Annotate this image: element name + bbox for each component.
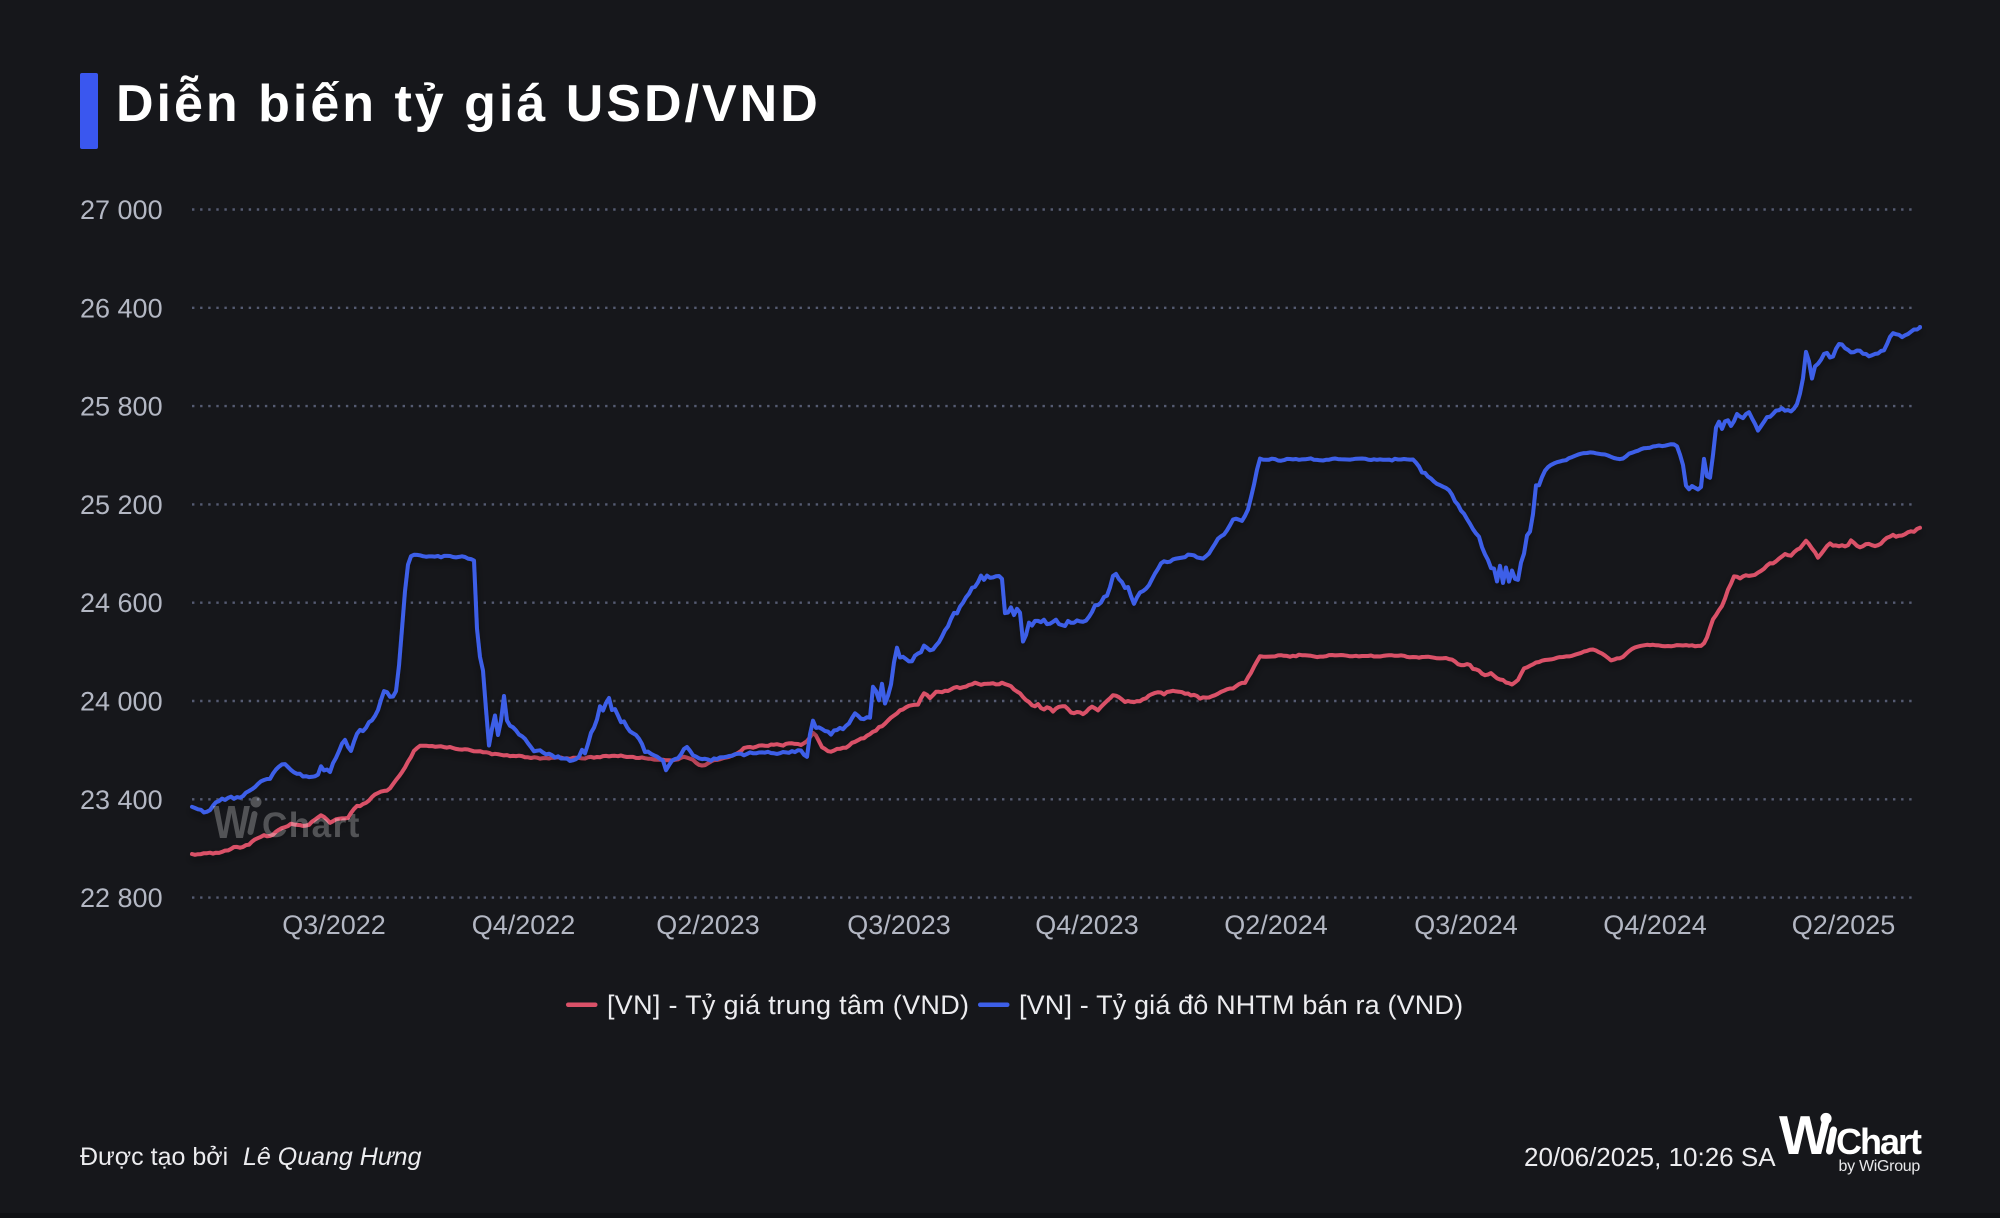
svg-text:by WiGroup: by WiGroup — [1839, 1158, 1921, 1175]
svg-text:24 000: 24 000 — [80, 687, 163, 717]
svg-text:[VN] - Tỷ giá đô NHTM bán ra (: [VN] - Tỷ giá đô NHTM bán ra (VND) — [1019, 990, 1463, 1020]
svg-text:24 600: 24 600 — [80, 588, 163, 618]
svg-text:Diễn biến tỷ giá USD/VND: Diễn biến tỷ giá USD/VND — [116, 75, 821, 133]
svg-text:Q2/2024: Q2/2024 — [1224, 910, 1328, 940]
svg-text:Q3/2024: Q3/2024 — [1414, 910, 1518, 940]
svg-text:25 200: 25 200 — [80, 490, 163, 520]
svg-text:Chart: Chart — [1836, 1121, 1922, 1162]
svg-text:20/06/2025, 10:26 SA: 20/06/2025, 10:26 SA — [1524, 1142, 1776, 1172]
svg-text:27 000: 27 000 — [80, 195, 163, 225]
svg-text:Q2/2025: Q2/2025 — [1792, 910, 1896, 940]
svg-text:Q3/2022: Q3/2022 — [282, 910, 386, 940]
svg-text:Lê Quang Hưng: Lê Quang Hưng — [243, 1143, 422, 1171]
svg-text:[VN] - Tỷ giá trung tâm (VND): [VN] - Tỷ giá trung tâm (VND) — [607, 990, 969, 1020]
svg-text:Q4/2022: Q4/2022 — [472, 910, 576, 940]
svg-text:25 800: 25 800 — [80, 392, 163, 422]
svg-text:Chart: Chart — [262, 806, 361, 845]
svg-text:Q3/2023: Q3/2023 — [847, 910, 951, 940]
svg-text:Được tạo bởi: Được tạo bởi — [80, 1143, 228, 1171]
svg-text:22 800: 22 800 — [80, 883, 163, 913]
svg-text:W: W — [213, 797, 251, 849]
svg-text:26 400: 26 400 — [80, 293, 163, 323]
svg-text:W: W — [1779, 1104, 1831, 1166]
svg-text:Q4/2024: Q4/2024 — [1603, 910, 1707, 940]
svg-text:23 400: 23 400 — [80, 785, 163, 815]
svg-text:Q2/2023: Q2/2023 — [656, 910, 760, 940]
svg-text:Q4/2023: Q4/2023 — [1035, 910, 1139, 940]
